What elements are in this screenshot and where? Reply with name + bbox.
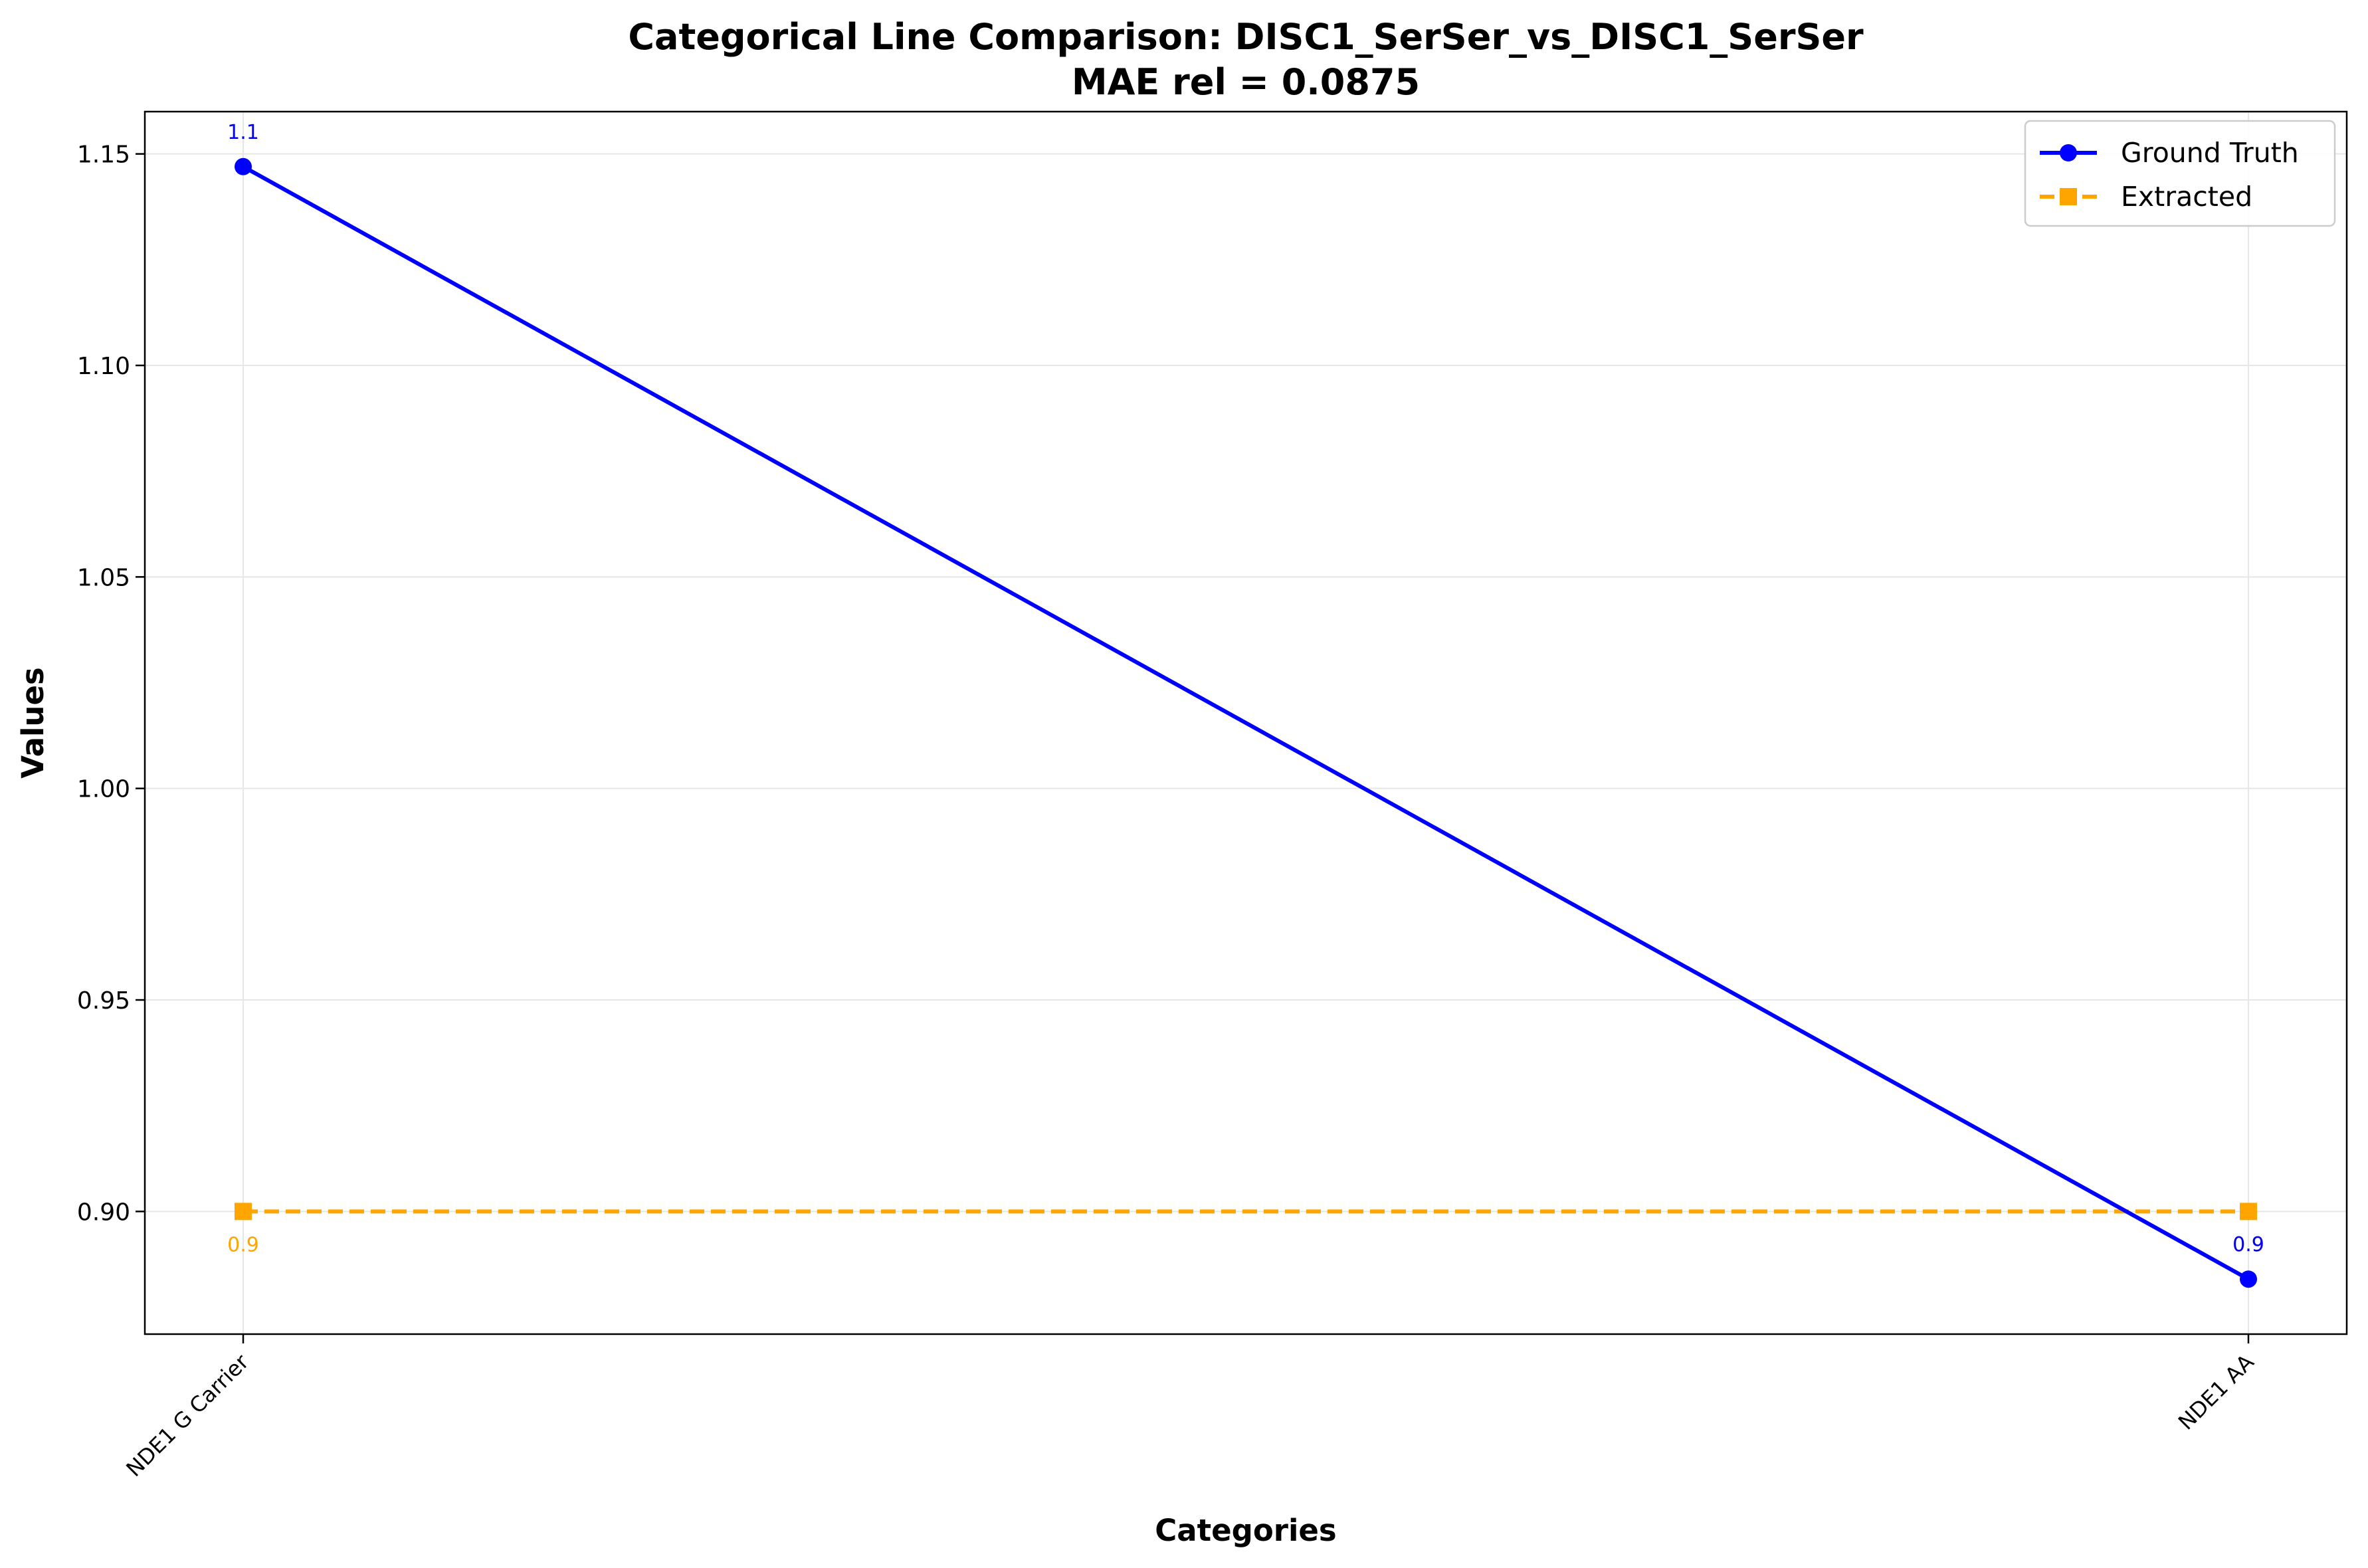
extracted-point	[2240, 1203, 2257, 1221]
plot-frame	[144, 110, 2348, 1335]
ground-truth-data-label: 1.1	[227, 121, 259, 144]
ground-truth-line	[242, 165, 2250, 1281]
x-tick-label: NDE1 AA	[2173, 1349, 2259, 1435]
legend-marker-ground-truth	[2060, 144, 2077, 161]
legend-marker-extracted	[2060, 188, 2077, 205]
ground-truth-point	[235, 157, 252, 175]
series-layer	[235, 157, 2257, 1288]
extracted-data-label: 0.9	[2232, 1233, 2264, 1256]
y-tick-label: 1.15	[77, 142, 130, 169]
chart-subtitle: MAE rel = 0.0875	[1072, 61, 1420, 103]
x-axis-label: Categories	[1155, 1513, 1336, 1548]
y-tick-label: 1.05	[77, 564, 130, 591]
extracted-point	[235, 1203, 252, 1221]
legend-label-ground-truth: Ground Truth	[2121, 137, 2299, 169]
legend: Ground Truth Extracted	[2024, 120, 2336, 227]
ground-truth-data-label: 0.9	[2232, 1233, 2264, 1256]
legend-box	[2024, 120, 2336, 227]
y-axis-label: Values	[15, 667, 50, 779]
legend-label-extracted: Extracted	[2121, 181, 2252, 213]
y-tick-label: 1.00	[77, 776, 130, 803]
axes: 0.90 0.95 1.00 1.05 1.10 1.15 NDE1 G Carrier ND…	[77, 110, 2348, 1482]
chart-title: Categorical Line Comparison: DISC1_SerSe…	[628, 16, 1864, 58]
y-tick-label: 1.10	[77, 353, 130, 380]
y-tick-label: 0.90	[77, 1199, 130, 1226]
extracted-data-label: 0.9	[227, 1233, 259, 1256]
x-tick-label: NDE1 G Carrier	[121, 1349, 254, 1482]
y-tick-label: 0.95	[77, 987, 130, 1015]
ground-truth-point	[2240, 1270, 2257, 1288]
data-labels: 0.9 0.91.10.9	[227, 121, 2264, 1257]
